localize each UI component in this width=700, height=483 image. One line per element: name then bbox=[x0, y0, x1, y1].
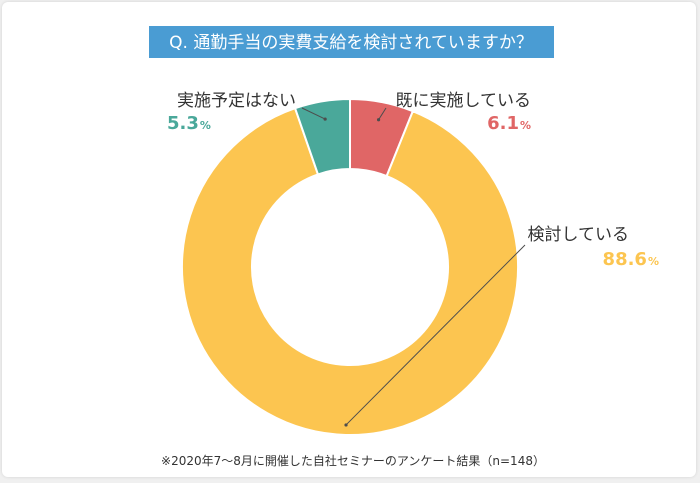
leader-already-implemented-dot bbox=[376, 118, 381, 122]
label-already-implemented: 既に実施している bbox=[396, 91, 532, 111]
leader-considering-dot bbox=[344, 423, 348, 427]
slices-group bbox=[181, 97, 519, 436]
leader-already-implemented bbox=[378, 107, 387, 121]
leader-no-plan bbox=[301, 107, 326, 120]
label-considering: 検討している bbox=[528, 225, 630, 245]
value-no-plan: 5.3% bbox=[167, 113, 211, 134]
leader-no-plan-dot bbox=[323, 117, 327, 121]
survey-note: ※2020年7〜8月に開催した自社セミナーのアンケート結果（n=148） bbox=[161, 453, 545, 468]
slice-considering bbox=[181, 106, 519, 436]
leader-lines bbox=[301, 107, 526, 427]
value-already-implemented: 6.1% bbox=[487, 113, 531, 134]
leader-considering bbox=[345, 244, 526, 426]
slice-no-plan bbox=[293, 97, 351, 176]
value-considering: 88.6% bbox=[603, 249, 659, 270]
chart-card: Q. 通勤手当の実費支給を検討されていますか？ 既に実施している 検討している … bbox=[2, 2, 696, 477]
label-no-plan: 実施予定はない bbox=[177, 91, 296, 111]
title-banner bbox=[149, 26, 554, 58]
chart-title: Q. 通勤手当の実費支給を検討されていますか？ bbox=[169, 33, 533, 53]
